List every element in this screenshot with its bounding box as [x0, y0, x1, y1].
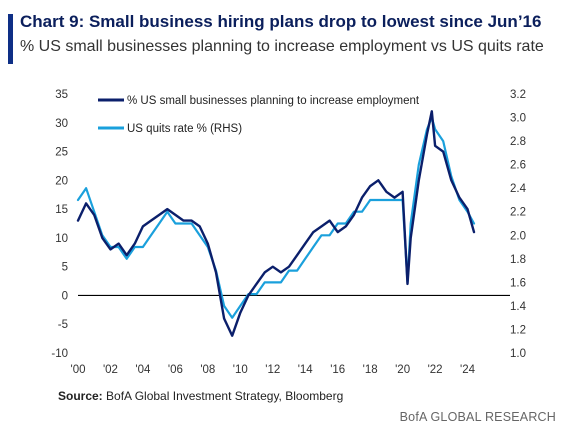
y-left-tick-label: 5: [62, 262, 68, 274]
quits-rate-line: [76, 116, 476, 319]
x-tick-label: '04: [135, 364, 151, 376]
y-left-tick-label: 35: [55, 89, 68, 101]
y-right-tick-label: 2.0: [510, 230, 526, 242]
y-right-tick-label: 2.8: [510, 136, 526, 148]
y-right-tick-label: 1.0: [510, 348, 526, 360]
y-left-tick-label: 0: [62, 290, 68, 302]
x-tick-label: '02: [103, 364, 118, 376]
y-right-tick-label: 1.4: [510, 301, 527, 313]
brand-footer: BofA GLOBAL RESEARCH: [399, 410, 556, 424]
y-right-tick-label: 3.0: [510, 113, 526, 125]
y-right-tick-label: 2.6: [510, 160, 526, 172]
y-left-tick-label: 25: [55, 147, 68, 159]
legend-label: % US small businesses planning to increa…: [127, 95, 420, 107]
x-tick-label: '18: [363, 364, 378, 376]
x-tick-label: '20: [395, 364, 410, 376]
y-right-tick-label: 2.4: [510, 183, 527, 195]
x-tick-label: '16: [330, 364, 345, 376]
y-left-tick-label: 20: [55, 175, 68, 187]
y-right-tick-label: 2.2: [510, 207, 526, 219]
y-left-tick-label: 10: [55, 233, 68, 245]
hiring-plans-line: [76, 110, 476, 337]
accent-bar: [8, 14, 13, 64]
x-tick-label: '12: [265, 364, 280, 376]
legend-label: US quits rate % (RHS): [127, 123, 242, 135]
y-right-tick-label: 3.2: [510, 89, 526, 101]
y-right-tick-label: 1.6: [510, 277, 526, 289]
y-left-tick-label: -5: [58, 319, 68, 331]
x-tick-label: '22: [428, 364, 443, 376]
y-right-tick-label: 1.2: [510, 324, 526, 336]
x-tick-label: '06: [168, 364, 183, 376]
x-tick-label: '08: [200, 364, 215, 376]
y-left-tick-label: -10: [51, 348, 68, 360]
source-label: Source:: [58, 389, 103, 403]
chart-title: Chart 9: Small business hiring plans dro…: [20, 12, 542, 31]
x-tick-label: '10: [233, 364, 248, 376]
source-note: Source: BofA Global Investment Strategy,…: [58, 389, 343, 403]
x-tick-label: '14: [298, 364, 314, 376]
source-text: BofA Global Investment Strategy, Bloombe…: [102, 389, 344, 403]
y-right-tick-label: 1.8: [510, 254, 526, 266]
x-tick-label: '24: [460, 364, 476, 376]
x-tick-label: '00: [71, 364, 86, 376]
y-left-tick-label: 15: [55, 204, 68, 216]
chart-subtitle: % US small businesses planning to increa…: [20, 38, 544, 55]
y-left-tick-label: 30: [55, 118, 68, 130]
